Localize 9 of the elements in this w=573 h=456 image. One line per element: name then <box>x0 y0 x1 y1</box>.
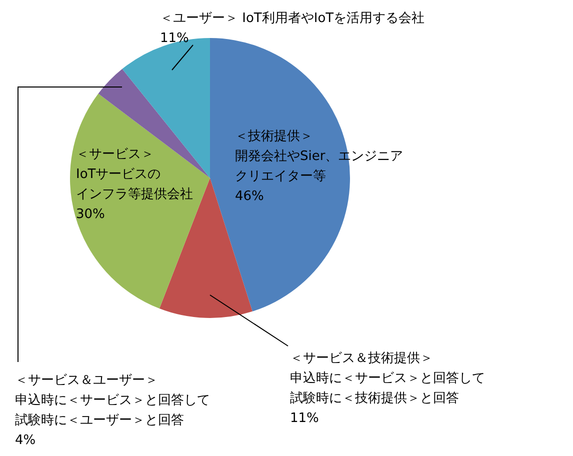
slice-label: ＜サービス＆技術提供＞申込時に＜サービス＞と回答して試験時に＜技術提供＞と回答 <box>290 351 485 406</box>
slice-label: ＜ユーザー＞ IoT利用者やIoTを活用する会社 <box>160 11 425 26</box>
slice-label: ＜サービス＆ユーザー＞申込時に＜サービス＞と回答して試験時に＜ユーザー＞と回答 <box>15 373 210 428</box>
data-label: 46% <box>235 189 264 204</box>
data-label: 4% <box>15 433 36 448</box>
data-label: 11% <box>290 411 319 426</box>
data-label: 30% <box>76 207 105 222</box>
data-label: 11% <box>160 31 189 46</box>
slice-label: ＜サービス＞IoTサービスのインフラ等提供会社 <box>76 147 193 202</box>
